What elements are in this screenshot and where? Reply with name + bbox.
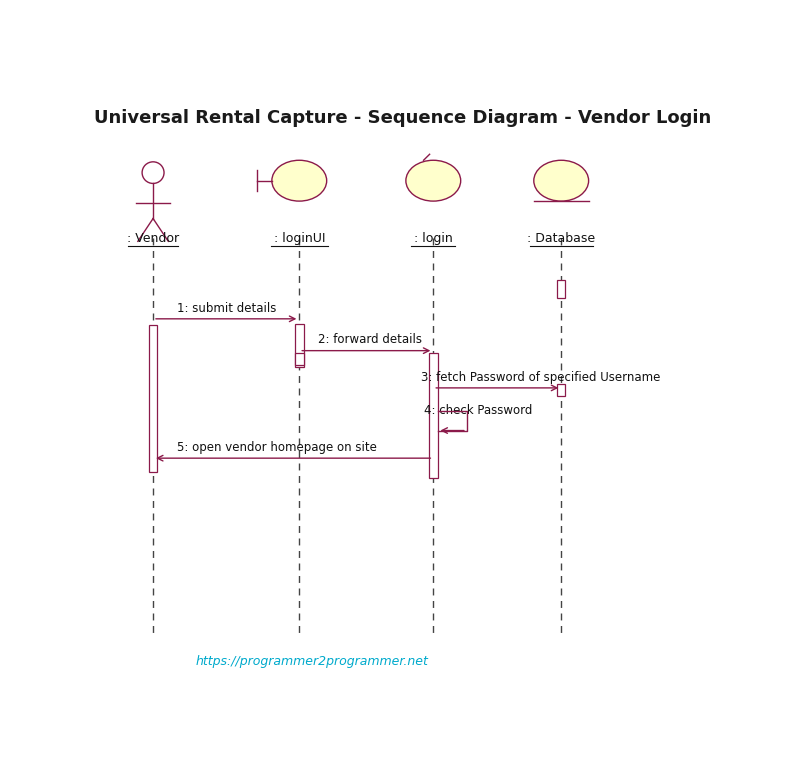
Text: : loginUI: : loginUI <box>274 232 325 245</box>
Ellipse shape <box>406 160 461 201</box>
Text: 5: open vendor homepage on site: 5: open vendor homepage on site <box>178 441 377 454</box>
Text: 1: submit details: 1: submit details <box>178 302 277 314</box>
Bar <box>149 324 157 472</box>
Ellipse shape <box>272 160 327 201</box>
Text: 3: fetch Password of specified Username: 3: fetch Password of specified Username <box>421 370 660 384</box>
Bar <box>557 280 565 298</box>
Ellipse shape <box>534 160 589 201</box>
Text: : Vendor: : Vendor <box>127 232 179 245</box>
Text: 2: forward details: 2: forward details <box>318 334 421 346</box>
Bar <box>429 353 438 478</box>
Text: Universal Rental Capture - Sequence Diagram - Vendor Login: Universal Rental Capture - Sequence Diag… <box>94 108 711 126</box>
Text: 4: check Password: 4: check Password <box>424 404 533 417</box>
Bar <box>295 324 303 367</box>
Text: : login: : login <box>414 232 453 245</box>
Text: https://programmer2programmer.net: https://programmer2programmer.net <box>196 654 428 668</box>
Text: : Database: : Database <box>527 232 595 245</box>
Bar <box>295 353 303 365</box>
Bar <box>557 385 565 396</box>
